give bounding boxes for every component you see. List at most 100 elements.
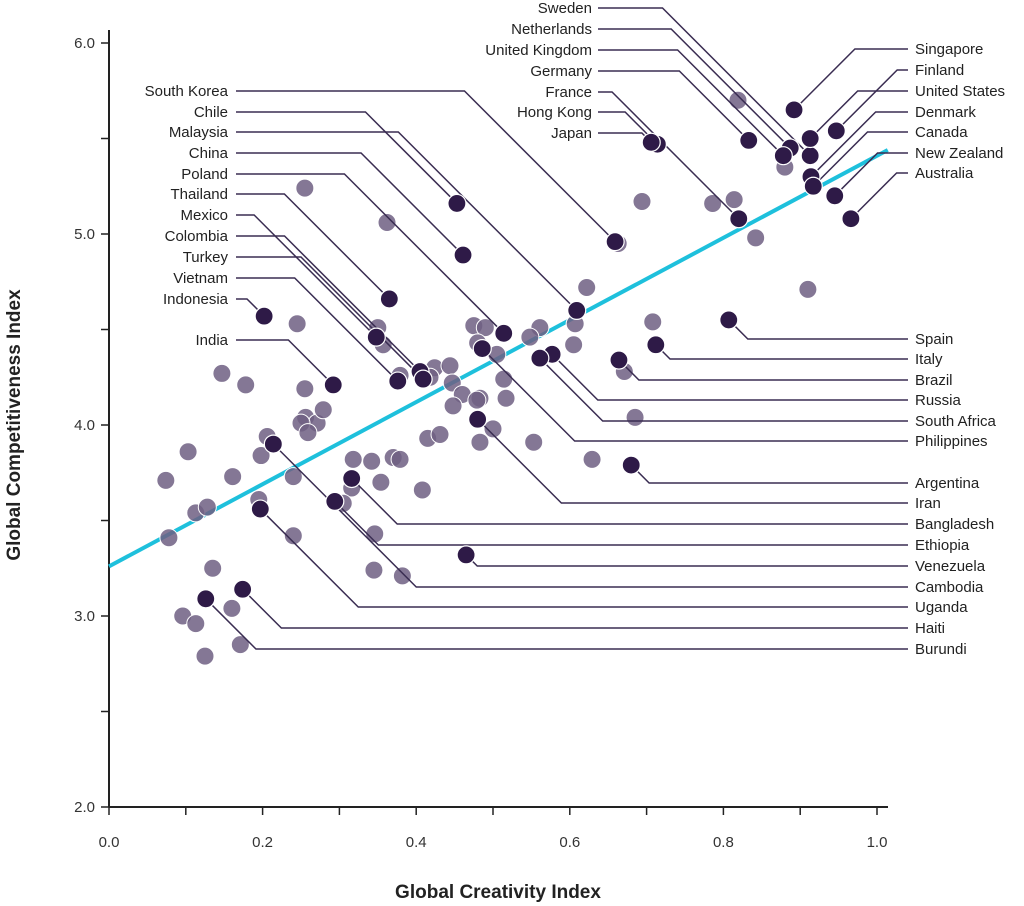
leader-line	[272, 443, 908, 588]
leader-line	[236, 152, 464, 256]
axes: 2.0 3.0 4.0 5.0 6.0 0.0 0.2 0.4 0.6 0.8 1.0	[74, 30, 888, 851]
data-point	[524, 432, 544, 452]
unlabeled-points	[156, 90, 818, 666]
labeled-data-point	[456, 545, 476, 565]
data-point	[564, 335, 584, 355]
labeled-data-point	[825, 186, 845, 206]
leader-line	[465, 554, 908, 567]
data-point	[365, 524, 385, 544]
point-label: Malaysia	[169, 124, 229, 141]
point-label: Ethiopia	[915, 537, 970, 554]
labeled-data-point	[323, 375, 343, 395]
labeled-data-point	[413, 369, 433, 389]
point-label: South Africa	[915, 413, 997, 430]
data-point	[197, 497, 217, 517]
leader-line	[205, 598, 908, 650]
labeled-data-point	[641, 132, 661, 152]
point-label: Cambodia	[915, 579, 984, 596]
labeled-data-point	[739, 130, 759, 151]
leader-line	[236, 214, 377, 338]
point-label: Italy	[915, 351, 943, 368]
labeled-data-point	[729, 209, 749, 229]
labeled-data-point	[646, 335, 666, 355]
data-point	[195, 646, 215, 666]
point-label: Colombia	[165, 228, 229, 245]
point-label: Russia	[915, 392, 962, 409]
leader-line	[630, 464, 908, 484]
labeled-data-point	[719, 310, 739, 330]
x-tick-label: 0.2	[252, 834, 273, 851]
point-label: Spain	[915, 331, 953, 348]
leader-line	[850, 172, 908, 220]
point-label: Indonesia	[163, 291, 229, 308]
data-point	[643, 312, 663, 332]
y-tick-label: 4.0	[74, 417, 95, 434]
leader-line	[259, 508, 908, 608]
data-point	[412, 480, 432, 500]
labeled-data-point	[325, 491, 345, 511]
point-label: China	[189, 145, 229, 162]
labeled-data-point	[803, 176, 823, 196]
data-point	[470, 432, 490, 452]
labeled-data-point	[784, 100, 804, 120]
leader-lines	[205, 7, 908, 650]
labeled-data-point	[453, 245, 473, 265]
leader-line	[242, 588, 908, 629]
leader-line	[551, 353, 908, 401]
point-label: Netherlands	[511, 21, 592, 38]
data-point	[212, 363, 232, 383]
point-label: Hong Kong	[517, 104, 592, 121]
data-point	[430, 425, 450, 445]
leader-line	[539, 357, 908, 422]
point-label: Iran	[915, 495, 941, 512]
data-point	[625, 407, 645, 427]
point-label: Finland	[915, 62, 964, 79]
point-label: United Kingdom	[485, 42, 592, 59]
data-point	[230, 635, 250, 655]
labeled-data-point	[250, 499, 270, 519]
leader-line	[598, 28, 791, 149]
labeled-data-point	[826, 121, 846, 141]
leader-line	[334, 500, 908, 546]
labeled-data-point	[263, 434, 283, 454]
data-point	[475, 318, 495, 338]
point-label: India	[195, 332, 228, 349]
labeled-data-point	[841, 209, 861, 229]
leader-line	[351, 477, 908, 525]
leader-line	[477, 418, 908, 504]
y-axis-title: Global Competitiveness Index	[4, 289, 25, 561]
data-point	[298, 423, 318, 443]
labeled-data-point	[388, 371, 408, 391]
data-point	[178, 442, 198, 462]
x-tick-label: 0.8	[713, 834, 734, 851]
leader-line	[481, 348, 908, 442]
point-label: France	[545, 84, 592, 101]
data-point	[295, 178, 315, 198]
point-label: Canada	[915, 124, 968, 141]
leader-line	[598, 7, 811, 157]
data-point	[443, 396, 463, 416]
leader-line	[598, 91, 740, 220]
point-labels: Sweden Netherlands United Kingdom Germany Fr…	[145, 0, 1005, 658]
data-point	[343, 449, 363, 469]
leader-line	[728, 319, 908, 340]
leader-line	[793, 48, 908, 111]
point-label: Argentina	[915, 475, 980, 492]
data-point	[287, 314, 307, 334]
labeled-data-point	[567, 300, 587, 320]
data-point	[283, 467, 303, 487]
point-label: Japan	[551, 125, 592, 142]
data-point	[440, 356, 460, 376]
data-point	[223, 467, 243, 487]
point-label: Haiti	[915, 620, 945, 637]
y-tick-label: 6.0	[74, 35, 95, 52]
x-tick-label: 0.4	[406, 834, 427, 851]
data-point	[156, 470, 176, 490]
data-point	[746, 228, 766, 248]
data-point	[520, 327, 540, 347]
x-axis-title: Global Creativity Index	[395, 882, 601, 903]
labeled-data-point	[379, 289, 399, 309]
labeled-data-point	[800, 128, 820, 149]
leader-line	[835, 69, 908, 132]
